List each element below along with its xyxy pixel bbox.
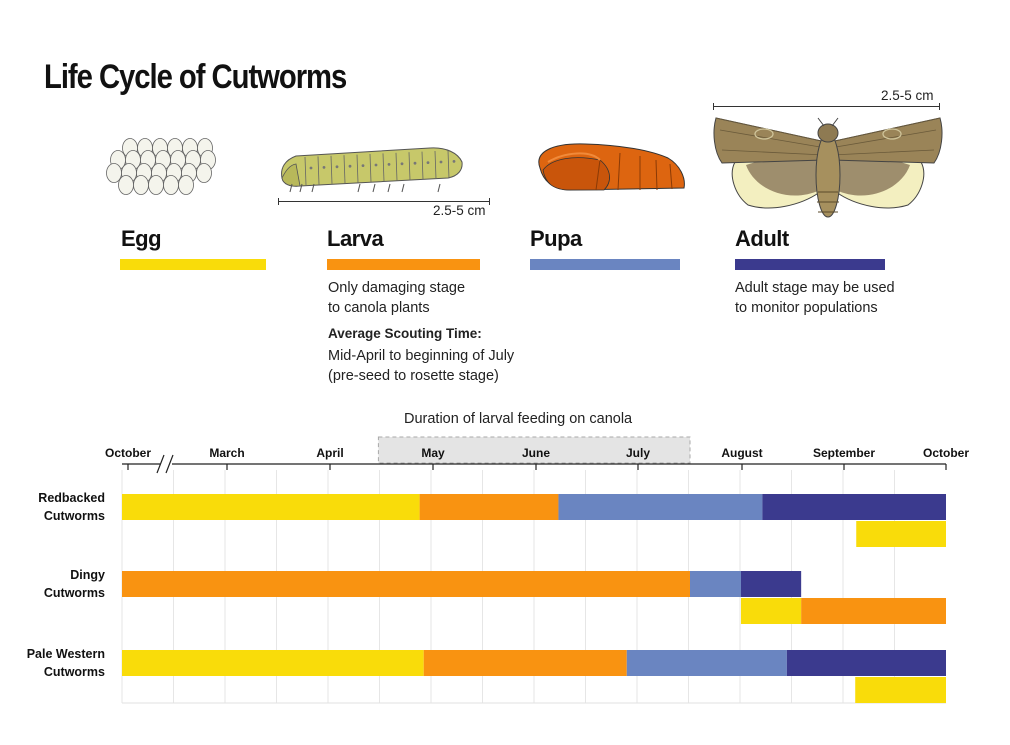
month-label-april: April (316, 446, 344, 460)
species-label-line: Cutworms (43, 586, 105, 600)
larva-icon (281, 147, 463, 193)
larva-description: Only damaging stage to canola plants (328, 278, 465, 318)
species-label-line: Pale Western (26, 647, 105, 661)
adult-size-line (713, 106, 940, 107)
species-label: Pale Western Cutworms (0, 645, 105, 681)
larva-size-tick (489, 198, 490, 205)
month-label-august: August (721, 446, 763, 460)
bar-larva (419, 494, 559, 520)
stage-swatch-egg (120, 259, 266, 270)
bar-egg (855, 677, 946, 703)
page-title: Life Cycle of Cutworms (44, 58, 347, 96)
stage-swatch-pupa (530, 259, 680, 270)
bar-pupa (626, 650, 787, 676)
stage-label-larva: Larva (327, 226, 384, 251)
pupa-icon (538, 143, 685, 191)
species-label-line: Cutworms (43, 665, 105, 679)
scouting-time-line: (pre-seed to rosette stage) (328, 368, 499, 384)
adult-description-line: to monitor populations (735, 300, 878, 316)
scouting-time-line: Mid-April to beginning of July (328, 348, 515, 364)
adult-size-tick (713, 103, 714, 110)
month-label-september: September (812, 446, 876, 460)
bar-pupa (558, 494, 763, 520)
larva-size-line (278, 201, 490, 202)
larval-feeding-window (377, 436, 691, 464)
species-label-line: Dingy (70, 568, 105, 582)
species-label: Redbacked Cutworms (0, 489, 105, 525)
adult-size-tick (939, 103, 940, 110)
moth-icon (713, 117, 943, 218)
bar-egg (122, 494, 420, 520)
species-label-line: Redbacked (38, 491, 105, 505)
bar-egg (122, 650, 424, 676)
scouting-time: Average Scouting Time: Mid-April to begi… (328, 324, 514, 386)
adult-size-label: 2.5-5 cm (881, 88, 934, 103)
bar-egg (856, 521, 946, 547)
month-label-may: May (421, 446, 445, 460)
month-label-october: October (922, 446, 970, 460)
adult-description-line: Adult stage may be used (735, 280, 895, 296)
larva-description-line: Only damaging stage (328, 280, 466, 296)
larva-size-label: 2.5-5 cm (433, 203, 486, 218)
bar-adult (762, 494, 946, 520)
egg-cluster-icon (106, 138, 216, 195)
bar-larva (801, 598, 946, 624)
stage-label-adult: Adult (735, 226, 789, 251)
month-label-october: October (104, 446, 152, 460)
bar-larva (122, 571, 690, 597)
stage-label-pupa: Pupa (530, 226, 582, 251)
bar-adult (740, 571, 802, 597)
bar-adult (786, 650, 946, 676)
bar-egg (740, 598, 802, 624)
month-label-july: July (625, 446, 651, 460)
bar-pupa (690, 571, 741, 597)
scouting-time-title: Average Scouting Time: (328, 326, 482, 341)
larva-description-line: to canola plants (328, 300, 430, 316)
axis-break-gap (160, 455, 172, 473)
adult-description: Adult stage may be used to monitor popul… (735, 278, 895, 318)
axis-break-marks (156, 454, 174, 474)
stage-swatch-larva (327, 259, 480, 270)
stage-swatch-adult (735, 259, 885, 270)
bar-larva (423, 650, 627, 676)
stage-label-egg: Egg (121, 226, 162, 251)
larval-feeding-label: Duration of larval feeding on canola (404, 411, 633, 427)
species-label-line: Cutworms (43, 509, 105, 523)
species-label: Dingy Cutworms (0, 566, 105, 602)
month-label-june: June (521, 446, 551, 460)
larva-size-tick (278, 198, 279, 205)
month-label-march: March (209, 446, 245, 460)
